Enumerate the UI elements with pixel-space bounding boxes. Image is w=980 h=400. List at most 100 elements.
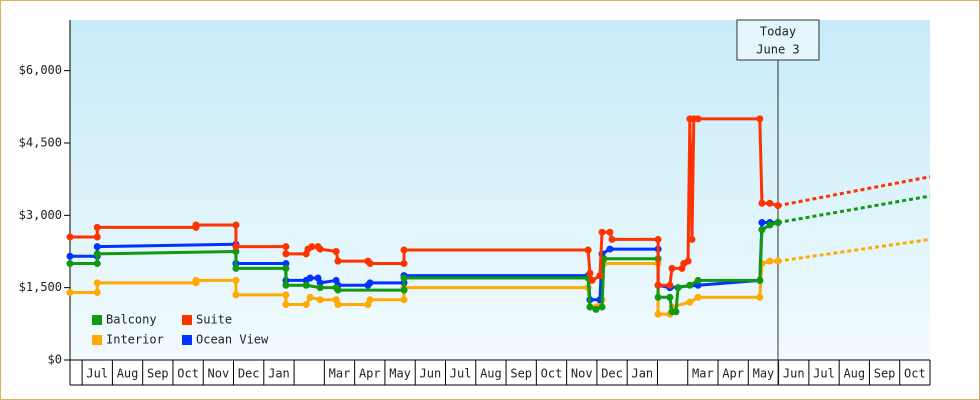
y-tick-label: $3,000: [19, 208, 62, 222]
point: [400, 260, 408, 268]
point: [93, 223, 101, 231]
x-tick-label: Sep: [147, 367, 169, 381]
point: [306, 293, 314, 301]
point: [586, 303, 594, 311]
x-tick-label: Oct: [904, 367, 926, 381]
point: [306, 274, 314, 282]
point: [606, 228, 614, 236]
point: [316, 296, 324, 304]
point: [366, 279, 374, 287]
point: [598, 228, 606, 236]
x-tick-label: Jun: [420, 367, 442, 381]
point: [654, 235, 662, 243]
x-tick-label: Mar: [329, 367, 351, 381]
point: [93, 288, 101, 296]
point: [282, 281, 290, 289]
point: [282, 301, 290, 309]
x-tick-label: May: [389, 367, 411, 381]
x-tick-label: Jun: [783, 367, 805, 381]
point: [282, 264, 290, 272]
x-tick-label: Jul: [450, 367, 472, 381]
legend-label: Interior: [106, 333, 164, 347]
point: [66, 288, 74, 296]
point: [302, 281, 310, 289]
point: [694, 293, 702, 301]
point: [400, 286, 408, 294]
point: [400, 246, 408, 254]
x-tick-label: Jul: [813, 367, 835, 381]
point: [608, 235, 616, 243]
point: [66, 260, 74, 268]
forecast-line: [777, 175, 931, 208]
x-tick-label: Nov: [208, 367, 230, 381]
point: [756, 293, 764, 301]
point: [93, 243, 101, 251]
point: [758, 219, 766, 227]
point: [366, 260, 374, 268]
y-tick-label: $4,500: [19, 135, 62, 149]
x-tick-label: Dec: [601, 367, 623, 381]
point: [694, 276, 702, 284]
x-tick-label: Mar: [692, 367, 714, 381]
point: [688, 235, 696, 243]
point: [596, 272, 604, 280]
point: [232, 243, 240, 251]
point: [606, 245, 614, 253]
point: [586, 269, 594, 277]
point: [654, 293, 662, 301]
point: [282, 260, 290, 268]
point: [774, 219, 782, 227]
point: [93, 250, 101, 258]
x-tick-label: Aug: [117, 367, 139, 381]
series-line: [70, 117, 779, 287]
point: [672, 308, 680, 316]
point: [400, 274, 408, 282]
point: [282, 243, 290, 251]
point: [316, 284, 324, 292]
x-tick-label: Jul: [86, 367, 108, 381]
point: [774, 257, 782, 265]
point: [694, 281, 702, 289]
point: [334, 286, 342, 294]
point: [66, 252, 74, 260]
legend-swatch: [182, 335, 192, 345]
point: [654, 310, 662, 318]
point: [758, 226, 766, 234]
y-tick-label: $6,000: [19, 63, 62, 77]
point: [282, 250, 290, 258]
y-tick-label: $1,500: [19, 280, 62, 294]
point: [592, 305, 600, 313]
point: [694, 115, 702, 123]
point: [308, 243, 316, 251]
point: [66, 233, 74, 241]
today-label: Today: [760, 25, 796, 39]
point: [588, 276, 596, 284]
point: [232, 264, 240, 272]
point: [400, 296, 408, 304]
plot-area: [70, 20, 930, 360]
point: [93, 260, 101, 268]
today-label: June 3: [756, 43, 799, 57]
point: [584, 246, 592, 254]
x-tick-label: Dec: [238, 367, 260, 381]
x-tick-label: Apr: [359, 367, 381, 381]
point: [756, 115, 764, 123]
point: [232, 221, 240, 229]
x-tick-label: Aug: [843, 367, 865, 381]
forecast-line: [777, 194, 931, 225]
legend-swatch: [92, 315, 102, 325]
legend-label: Balcony: [106, 313, 157, 327]
point: [686, 281, 694, 289]
legend-label: Suite: [196, 313, 232, 327]
point: [654, 281, 662, 289]
point: [666, 293, 674, 301]
point: [282, 291, 290, 299]
point: [192, 221, 200, 229]
point: [666, 281, 674, 289]
point: [232, 247, 240, 255]
point: [598, 303, 606, 311]
point: [686, 298, 694, 306]
point: [334, 301, 342, 309]
point: [684, 257, 692, 265]
